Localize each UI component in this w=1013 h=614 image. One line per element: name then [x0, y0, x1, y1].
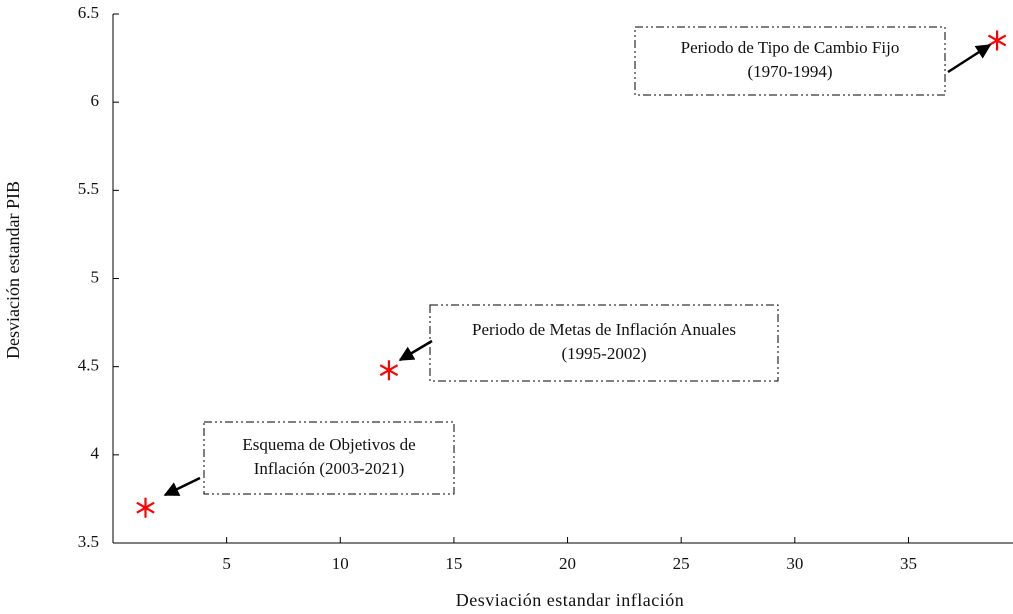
annotation-text: (1995-2002) [562, 344, 647, 363]
y-tick-label: 6.5 [78, 3, 99, 22]
x-tick-label: 20 [559, 554, 576, 573]
x-tick-label: 30 [786, 554, 803, 573]
annotation-text: Periodo de Tipo de Cambio Fijo [681, 38, 900, 57]
x-tick-label: 35 [900, 554, 917, 573]
y-tick-label: 5 [91, 267, 100, 286]
x-tick-label: 15 [445, 554, 462, 573]
x-tick-label: 10 [332, 554, 349, 573]
annotation-text: Esquema de Objetivos de [242, 435, 415, 454]
y-tick-label: 4 [91, 444, 100, 463]
annotation-arrow [947, 43, 992, 74]
y-tick-label: 3.5 [78, 532, 99, 551]
y-tick-label: 6 [91, 91, 100, 110]
x-axis-label: Desviación estandar inflación [456, 590, 684, 610]
point [136, 497, 155, 518]
y-tick-label: 5.5 [78, 179, 99, 198]
annotation-text: (1970-1994) [748, 62, 833, 81]
annotation-arrow [398, 339, 433, 362]
annotation-box [203, 421, 455, 495]
annotation-arrow [163, 476, 201, 497]
annotation-text: Periodo de Metas de Inflación Anuales [472, 320, 736, 339]
x-tick-label: 25 [673, 554, 690, 573]
x-tick-label: 5 [222, 554, 231, 573]
annotation-text: Inflación (2003-2021) [254, 459, 405, 478]
point [987, 30, 1007, 51]
annotation-box [634, 26, 946, 96]
point [379, 360, 399, 381]
y-tick-label: 4.5 [78, 356, 99, 375]
y-axis-label: Desviación estandar PIB [3, 181, 23, 359]
